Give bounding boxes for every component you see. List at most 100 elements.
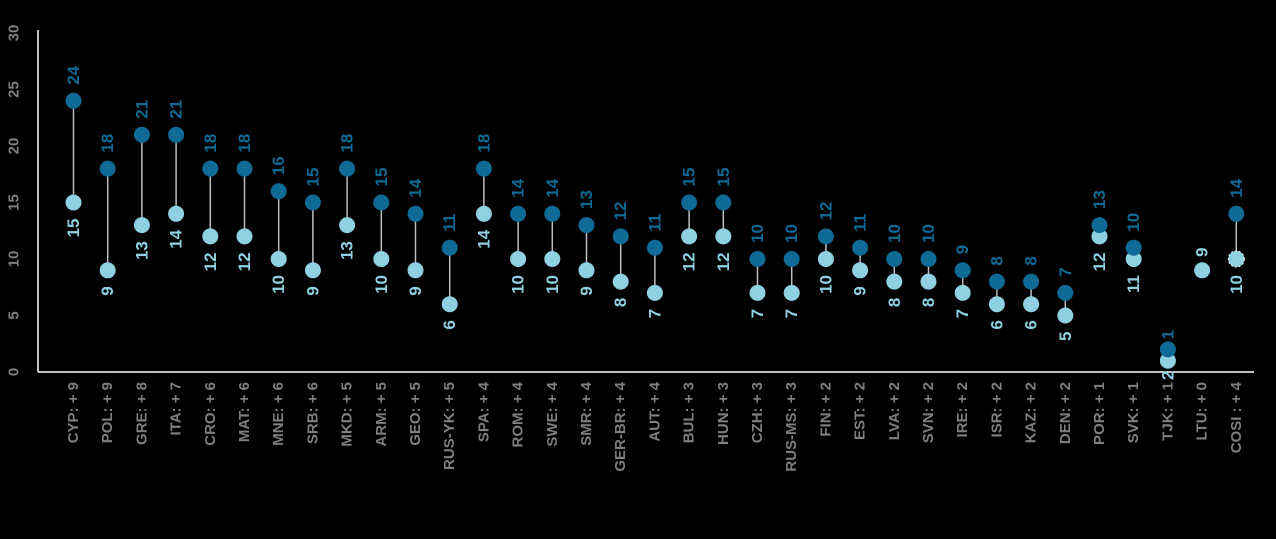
low-value-label: 9 [303, 286, 322, 295]
category-label: IRE: + 2 [954, 382, 971, 437]
low-point [1057, 307, 1074, 324]
category-label: MNE: + 6 [270, 382, 287, 446]
category-label: AUT: + 4 [646, 381, 663, 441]
high-value-label: 24 [64, 65, 83, 84]
category-label: SRB: + 6 [304, 382, 321, 444]
low-point [886, 273, 903, 290]
high-value-label: 18 [235, 134, 254, 153]
high-value-label: 10 [748, 224, 767, 243]
high-point [1057, 284, 1074, 301]
high-value-label: 10 [919, 224, 938, 243]
low-value-label: 9 [577, 286, 596, 295]
low-value-label: 9 [1193, 248, 1212, 257]
high-value-label: 12 [816, 201, 835, 220]
low-value-label: 7 [748, 309, 767, 318]
high-value-label: 15 [714, 168, 733, 187]
value-labels: 2415189211321141812181216101591813151014… [64, 65, 1246, 380]
low-point [715, 228, 732, 245]
category-label: CYP: + 9 [65, 382, 82, 443]
low-value-label: 10 [816, 275, 835, 294]
high-point [817, 228, 834, 245]
high-value-label: 15 [680, 168, 699, 187]
high-point [544, 205, 561, 222]
category-label: DEN: + 2 [1057, 382, 1074, 444]
high-point [886, 251, 903, 267]
low-point [133, 217, 150, 234]
low-point [510, 251, 527, 267]
high-point [1091, 217, 1108, 234]
high-value-label: 10 [1124, 213, 1143, 232]
high-point [202, 160, 219, 177]
low-value-label: 10 [372, 275, 391, 294]
low-point [988, 296, 1005, 313]
category-label: CRO: + 6 [202, 382, 219, 446]
y-tick-label: 25 [6, 81, 23, 98]
low-value-label: 10 [509, 275, 528, 294]
low-point [1194, 262, 1211, 279]
category-label: GEO: + 5 [407, 382, 424, 446]
y-tick-label: 0 [6, 368, 23, 376]
low-point [749, 284, 766, 301]
high-value-label: 8 [1022, 256, 1041, 265]
low-value-label: 7 [953, 309, 972, 318]
category-label: RUS-YK: + 5 [441, 382, 458, 470]
category-label: SVN: + 2 [920, 382, 937, 443]
high-point [339, 160, 356, 177]
high-value-label: 9 [953, 245, 972, 254]
category-label: POR: + 1 [1091, 382, 1108, 445]
low-point [407, 262, 424, 279]
low-point [681, 228, 698, 245]
high-value-label: 10 [782, 224, 801, 243]
low-value-label: 13 [132, 241, 151, 260]
high-point [920, 251, 937, 267]
low-value-label: 14 [474, 229, 493, 248]
high-point [1125, 239, 1142, 256]
low-point [270, 251, 287, 267]
high-value-label: 18 [201, 134, 220, 153]
low-value-label: 12 [201, 252, 220, 271]
high-value-label: 11 [851, 214, 870, 232]
category-label: ITA: + 7 [168, 382, 185, 435]
low-point [954, 284, 971, 301]
category-labels: CYP: + 9 POL: + 9 GRE: + 8 ITA: + 7 CRO: + 6… [65, 381, 1245, 471]
low-value-label: 10 [269, 275, 288, 294]
low-point [1091, 228, 1108, 245]
high-value-label: 11 [645, 214, 664, 232]
low-value-label: 12 [235, 252, 254, 271]
high-value-label: 14 [1227, 178, 1246, 197]
low-value-label: 10 [543, 275, 562, 294]
low-value-label: 14 [167, 229, 186, 248]
category-label: GER-BR: + 4 [612, 381, 629, 471]
category-label: SWE: + 4 [544, 381, 561, 446]
category-label: ISR: + 2 [988, 382, 1005, 437]
low-point [1227, 250, 1245, 268]
category-label: EST: + 2 [852, 382, 869, 440]
y-tick-label: 15 [6, 194, 23, 211]
high-point [646, 239, 663, 256]
category-label: SMR: + 4 [578, 381, 595, 445]
low-value-label: 6 [1022, 320, 1041, 329]
low-value-label: 5 [1056, 332, 1075, 341]
high-point [304, 194, 321, 211]
low-value-label: 12 [680, 252, 699, 271]
high-point [783, 251, 800, 267]
high-point [441, 239, 458, 256]
low-point [1125, 251, 1142, 267]
high-value-label: 13 [1090, 190, 1109, 209]
category-label: LVA: + 2 [886, 382, 903, 440]
low-point [646, 284, 663, 301]
category-label: RUS-MS: + 3 [783, 382, 800, 472]
high-value-label: 8 [987, 256, 1006, 265]
high-value-label: 1 [1158, 330, 1177, 339]
low-value-label: 10 [1227, 275, 1246, 294]
low-point [441, 296, 458, 313]
category-label: TJK: + 1 [1159, 382, 1176, 441]
high-value-label: 13 [577, 190, 596, 209]
category-label: LTU: + 0 [1194, 382, 1211, 440]
low-point [1023, 296, 1040, 313]
low-point [544, 251, 561, 267]
low-point [578, 262, 595, 279]
low-value-label: 15 [64, 219, 83, 238]
